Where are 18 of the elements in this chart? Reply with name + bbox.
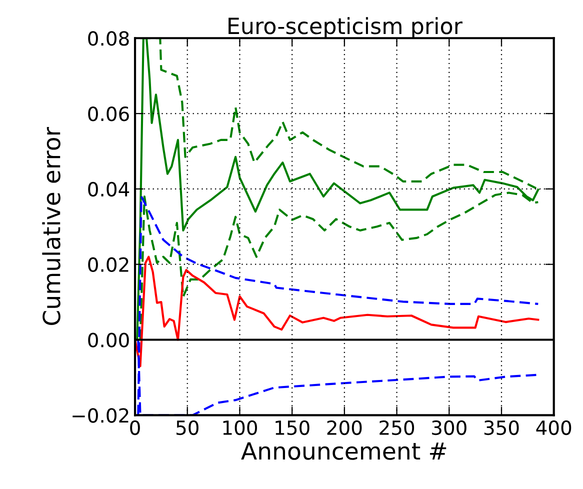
x-tick-label: 50 <box>176 420 198 436</box>
y-tick-label: 0.02 <box>88 257 128 272</box>
y-axis-title: Cumulative error <box>42 126 60 326</box>
y-tick-label: 0.04 <box>88 182 130 197</box>
x-tick-label: 350 <box>484 420 519 436</box>
x-tick-label: 300 <box>432 420 466 436</box>
y-tick-label: 0.06 <box>88 106 129 122</box>
x-axis-title: Announcement # <box>241 442 446 460</box>
chart-title: Euro-scepticism prior <box>228 17 462 39</box>
y-tick-label: 0.00 <box>88 332 129 348</box>
x-tick-label: 100 <box>223 420 257 436</box>
x-tick-label: 400 <box>536 420 572 436</box>
x-tick-label: 0 <box>130 420 140 436</box>
y-tick-label: −0.02 <box>72 408 128 423</box>
y-tick-label: 0.08 <box>88 31 129 46</box>
x-tick-label: 150 <box>276 420 310 436</box>
x-tick-label: 200 <box>327 420 362 436</box>
x-tick-label: 250 <box>380 420 414 436</box>
